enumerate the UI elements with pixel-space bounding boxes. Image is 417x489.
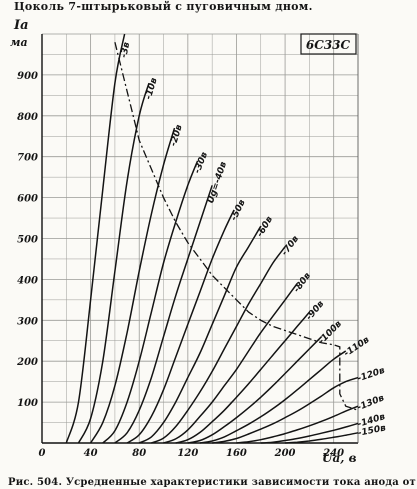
boundary-curve — [114, 42, 359, 411]
series-line — [114, 185, 213, 444]
series-label: -50в — [229, 198, 248, 222]
series-line — [163, 283, 298, 444]
series-label: -100в — [317, 319, 344, 346]
tick-labels: 0 40 80 120 160 200 240 100 200 300 400 500 600 700 80… — [16, 71, 344, 459]
y-tick-label: 700 — [17, 153, 38, 164]
series-line — [151, 246, 286, 444]
series-label: -20в — [169, 123, 185, 147]
header-text: Цоколь 7-штырьковый с пуговичным дном. — [14, 0, 313, 13]
series-line — [65, 33, 126, 444]
series-line — [187, 336, 323, 444]
series-line — [77, 82, 150, 444]
y-tick-label: 100 — [17, 398, 38, 409]
series-label: -120в — [356, 366, 386, 385]
series-line — [212, 376, 359, 444]
series-line — [89, 127, 176, 444]
grid — [41, 33, 359, 444]
title-box — [300, 33, 357, 55]
series-label: -130в — [356, 393, 386, 413]
chart-title: 6С33С — [306, 38, 351, 52]
curves — [65, 33, 359, 444]
series-line — [102, 160, 199, 444]
y-tick-label: 200 — [16, 357, 38, 368]
series-label: -110в — [342, 335, 371, 359]
x-tick-label: 0 — [39, 448, 46, 459]
series-label: Ug=-40в — [206, 160, 229, 204]
x-tick-label: 160 — [226, 448, 247, 459]
series-label: -60в — [255, 215, 275, 239]
series-line — [126, 209, 235, 444]
y-tick-label: 400 — [17, 275, 38, 286]
series-label: -90в — [305, 299, 327, 322]
max-dissipation-boundary — [114, 42, 359, 411]
series-line — [199, 350, 347, 444]
series-line — [138, 225, 262, 444]
x-tick-label: 200 — [274, 448, 296, 459]
figure-caption: Рис. 504. Усредненные характеристики зав… — [8, 477, 416, 488]
series-label: -3в — [119, 41, 132, 59]
series-line — [175, 311, 310, 444]
x-axis-label: Ua, в — [322, 451, 357, 465]
x-tick-label: 40 — [84, 448, 98, 459]
series-line — [285, 432, 359, 444]
series-line — [260, 422, 359, 444]
series-label: -80в — [292, 271, 313, 295]
series-label: -10в — [144, 76, 160, 100]
x-tick-label: 80 — [132, 448, 146, 459]
x-tick-label: 240 — [322, 448, 344, 459]
x-tick-label: 120 — [177, 448, 198, 459]
series-label: -70в — [280, 234, 301, 258]
y-tick-label: 800 — [17, 112, 38, 123]
y-tick-label: 900 — [17, 71, 38, 82]
y-tick-label: 600 — [17, 194, 38, 205]
y-axis-label: Ia ма — [10, 18, 29, 49]
series-label: -30в — [193, 151, 210, 175]
y-tick-label: 300 — [17, 316, 38, 327]
y-tick-label: 500 — [17, 235, 38, 246]
series-line — [236, 405, 359, 444]
